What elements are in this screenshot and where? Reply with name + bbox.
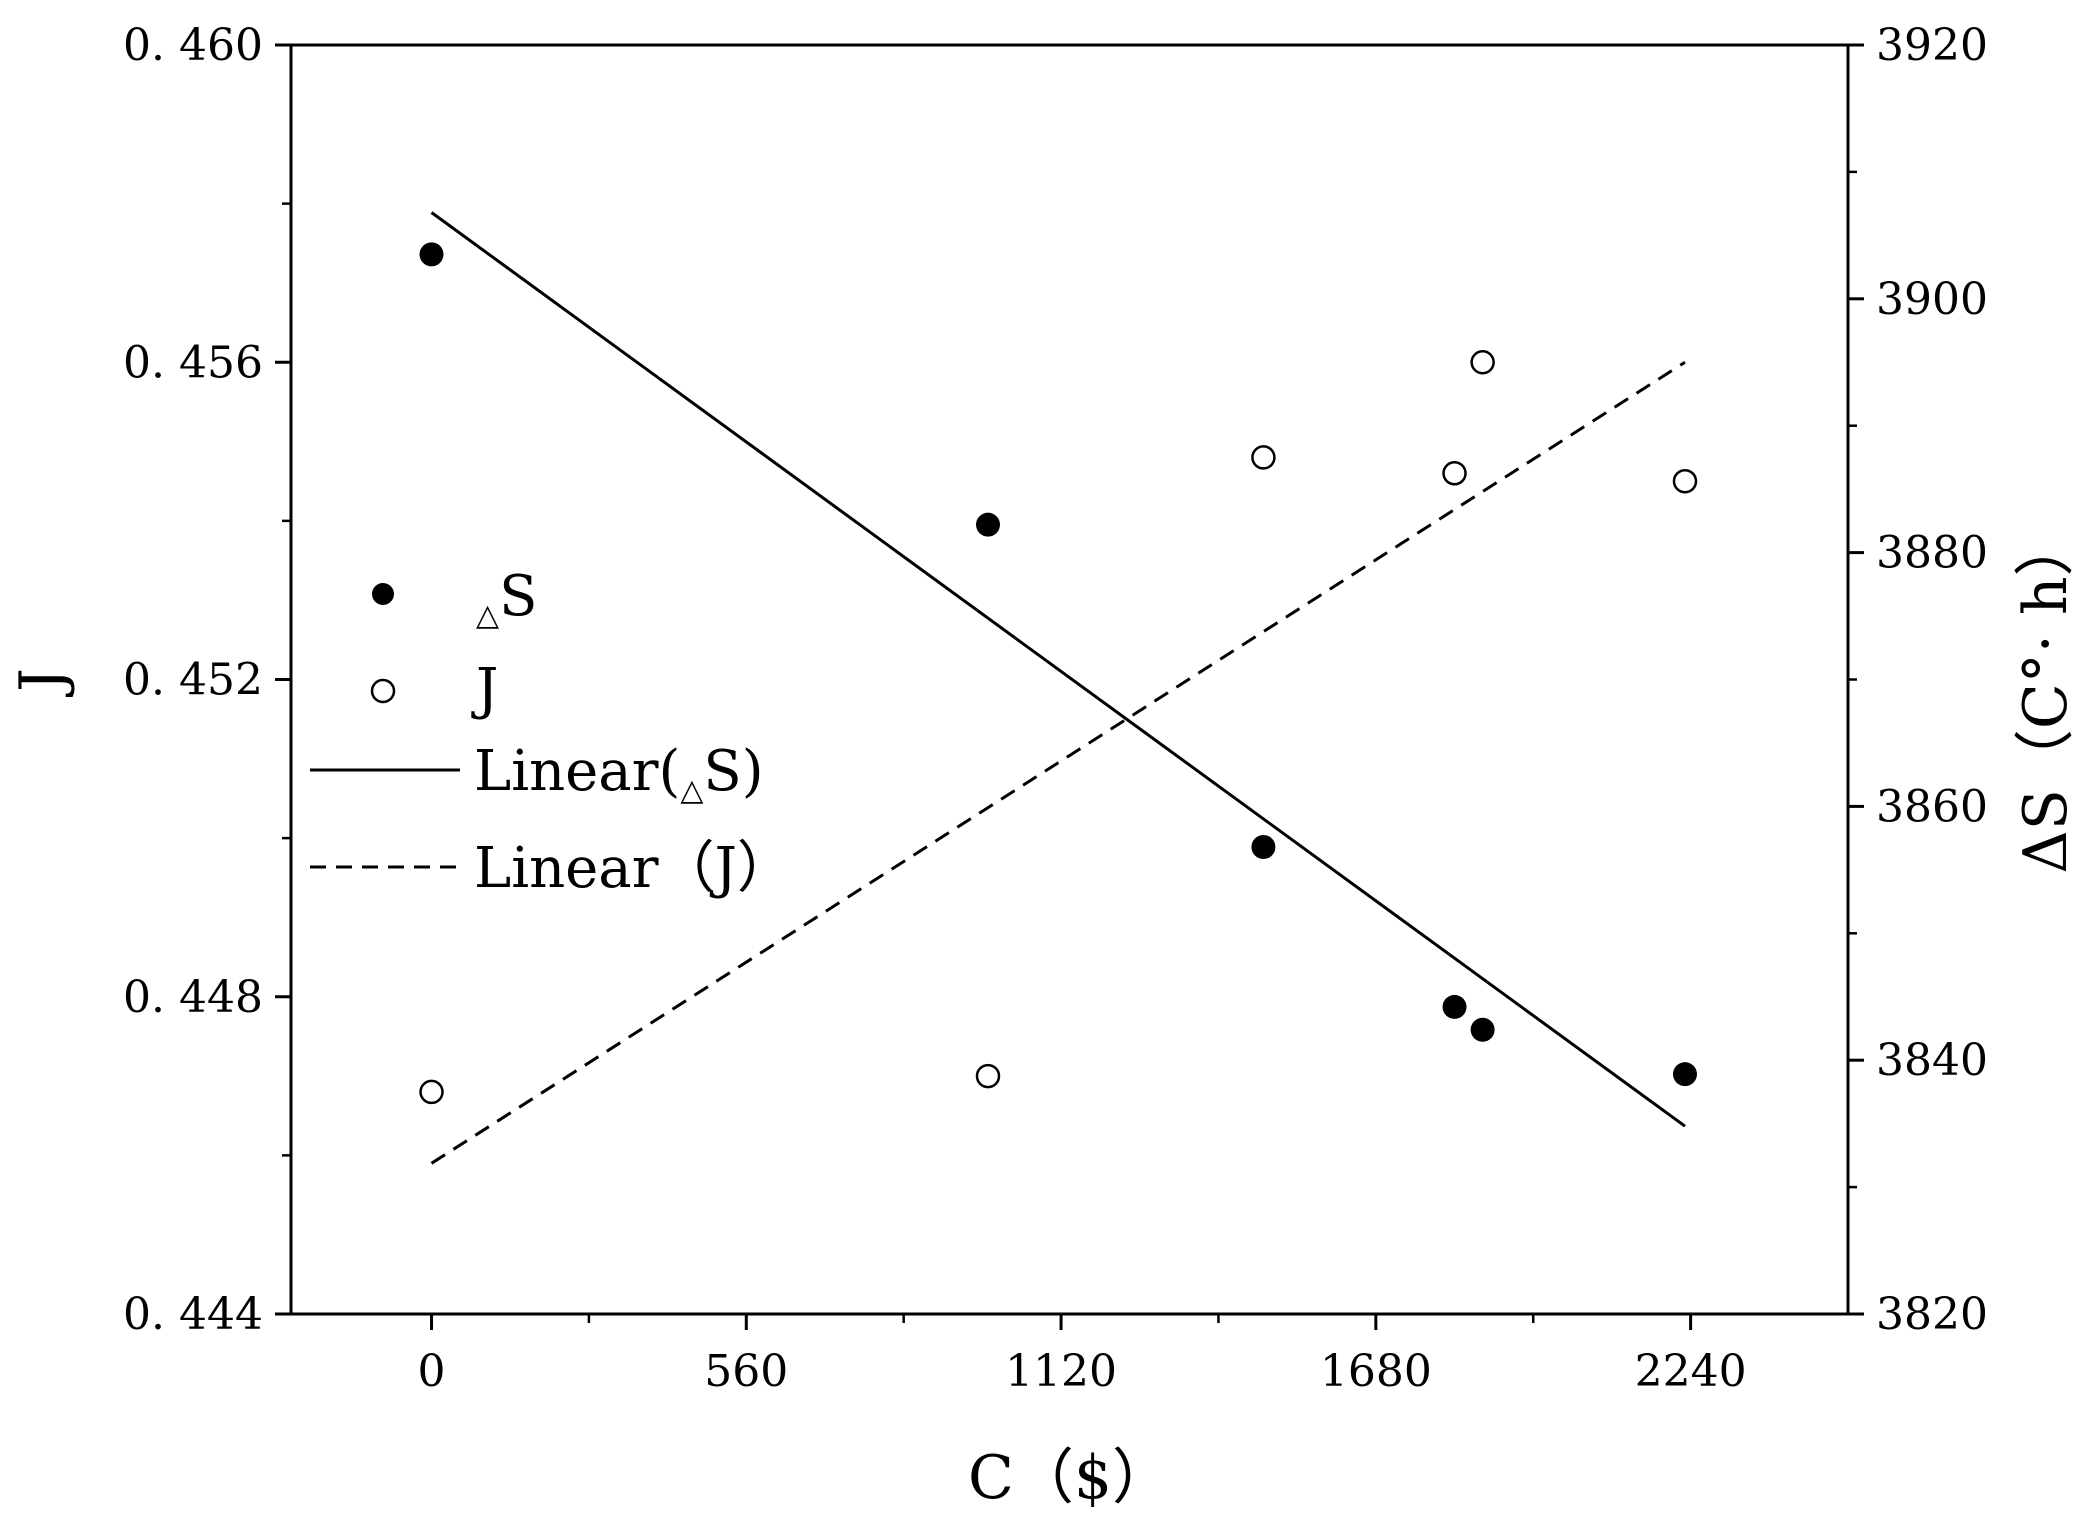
y-left-tick-label: 0. 452 [123, 655, 263, 706]
legend-linear-s-sub: △ [680, 773, 703, 808]
legend: △S J Linear(△S) Linear（J） [310, 564, 793, 901]
y-right-tick-label: 3820 [1876, 1289, 1988, 1340]
y-left-tick-label: 0. 460 [123, 20, 263, 71]
legend-linear-s-suffix: S) [703, 739, 763, 804]
legend-text-linear-j: Linear（J） [474, 836, 793, 901]
fit-line-s [430, 211, 1686, 1128]
y-right-axis-title: ΔS（C°· h） [2011, 516, 2081, 873]
y-left-tick-label: 0. 444 [123, 1289, 263, 1340]
point-s [1672, 1062, 1697, 1087]
legend-text-j: J [471, 657, 498, 722]
point-s [1442, 994, 1467, 1019]
legend-s-label: S [499, 564, 537, 629]
x-tick-label: 1120 [1005, 1346, 1117, 1397]
y-right-axis: 3820 3840 3860 3880 3900 3920 [1848, 20, 1988, 1340]
x-tick-label: 1680 [1320, 1346, 1432, 1397]
point-s [419, 242, 444, 267]
point-s [1470, 1017, 1495, 1042]
point-s [975, 512, 1000, 537]
x-tick-label: 560 [704, 1346, 788, 1397]
y-right-tick-label: 3880 [1876, 528, 1988, 579]
legend-text-s: △S [476, 564, 537, 633]
y-left-axis: 0. 444 0. 448 0. 452 0. 456 0. 460 [123, 20, 291, 1340]
legend-s-prefix: △ [476, 598, 499, 633]
point-j [1470, 350, 1495, 375]
point-j [1442, 461, 1467, 486]
y-left-tick-label: 0. 456 [123, 337, 263, 388]
data-points [419, 242, 1698, 1105]
legend-marker-filled [372, 583, 394, 605]
y-right-tick-label: 3840 [1876, 1035, 1988, 1086]
x-tick-label: 0 [418, 1346, 446, 1397]
x-axis: 0 560 1120 1680 2240 [418, 1314, 1747, 1397]
point-j [1672, 468, 1698, 494]
y-right-tick-label: 3920 [1876, 20, 1988, 71]
fit-line-j [430, 360, 1686, 1165]
y-right-tick-label: 3860 [1876, 781, 1988, 832]
y-left-axis-title: J [7, 668, 77, 698]
legend-linear-s-prefix: Linear( [474, 739, 680, 804]
point-s [1251, 835, 1276, 860]
x-tick-label: 2240 [1635, 1346, 1747, 1397]
point-j [975, 1063, 1001, 1089]
y-left-tick-label: 0. 448 [123, 972, 263, 1023]
fit-lines [430, 211, 1686, 1165]
point-j [419, 1079, 444, 1105]
point-j [1251, 445, 1276, 470]
legend-marker-open [370, 678, 396, 704]
x-axis-title: C（$） [968, 1443, 1172, 1513]
legend-text-linear-s: Linear(△S) [474, 739, 764, 808]
y-right-tick-label: 3900 [1876, 274, 1988, 325]
plot-frame [289, 43, 1850, 1316]
